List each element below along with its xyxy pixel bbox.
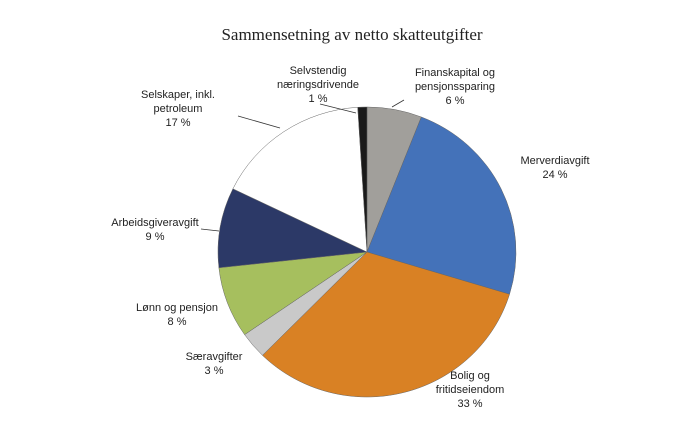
slice-label: Arbeidsgiveravgift bbox=[111, 217, 198, 229]
pie-slice bbox=[357, 106, 368, 253]
slice-label: pensjonssparing bbox=[415, 81, 495, 93]
labels: Finanskapital og pensjonssparing 6 % Merver… bbox=[111, 65, 589, 410]
leader-line bbox=[319, 103, 357, 114]
slice-label: petroleum bbox=[154, 103, 203, 115]
pie-slice bbox=[262, 251, 510, 398]
value-label: 33 % bbox=[457, 398, 482, 410]
pie-slice bbox=[217, 188, 368, 269]
value-label: 6 % bbox=[446, 95, 465, 107]
leader-line bbox=[200, 228, 220, 232]
value-label: 8 % bbox=[168, 316, 187, 328]
pie bbox=[217, 106, 517, 398]
slice-label: Lønn og pensjon bbox=[136, 302, 218, 314]
value-label: 17 % bbox=[165, 117, 190, 129]
slice-label: Selvstendig bbox=[290, 65, 347, 77]
slice-label: næringsdrivende bbox=[277, 79, 359, 91]
value-label: 24 % bbox=[542, 169, 567, 181]
slice-label: Selskaper, inkl. bbox=[141, 89, 215, 101]
value-label: 3 % bbox=[205, 365, 224, 377]
slice-label: Merverdiavgift bbox=[520, 155, 589, 167]
chart-title: Sammensetning av netto skatteutgifter bbox=[221, 25, 482, 44]
slice-label: Bolig og bbox=[450, 370, 490, 382]
pie-slice bbox=[232, 107, 368, 253]
pie-slice bbox=[366, 116, 517, 295]
leader-line bbox=[237, 115, 281, 129]
slice-label: fritidseiendom bbox=[436, 384, 504, 396]
slice-label: Særavgifter bbox=[186, 351, 243, 363]
leader-line bbox=[391, 99, 405, 108]
slice-label: Finanskapital og bbox=[415, 67, 495, 79]
value-label: 9 % bbox=[146, 231, 165, 243]
value-label: 1 % bbox=[309, 93, 328, 105]
